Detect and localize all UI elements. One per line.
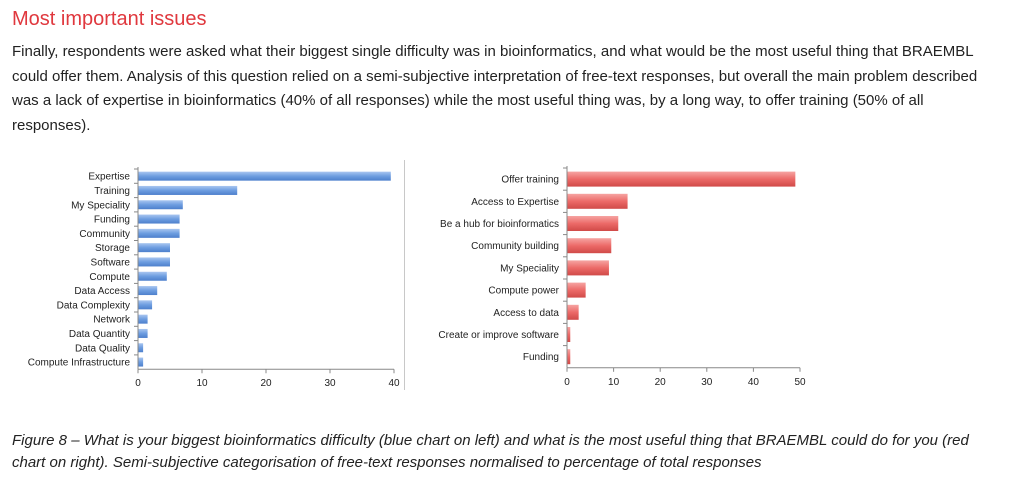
useful-category-label: Community building bbox=[471, 241, 559, 252]
difficulty-category-label: Data Quantity bbox=[69, 329, 130, 340]
difficulty-bar bbox=[138, 314, 148, 324]
difficulty-bar bbox=[138, 271, 167, 281]
useful-thing-chart-svg: Offer training Access to Expertise Be a hu… bbox=[438, 166, 806, 388]
difficulty-category-label: Expertise bbox=[88, 172, 130, 183]
difficulty-category-label: Compute bbox=[89, 272, 130, 283]
difficulty-bar bbox=[138, 343, 144, 353]
useful-category-label: Access to Expertise bbox=[471, 197, 559, 208]
useful-bar bbox=[567, 171, 796, 187]
difficulty-chart-svg: Expertise Training My Speciality Funding Com… bbox=[28, 167, 400, 389]
difficulty-bar bbox=[138, 257, 170, 267]
difficulty-category-label: Data Complexity bbox=[57, 300, 130, 311]
figure-caption: Figure 8 – What is your biggest bioinfor… bbox=[12, 432, 969, 471]
useful-bar bbox=[567, 193, 628, 209]
difficulty-category-label: Data Access bbox=[74, 286, 130, 297]
useful-bar bbox=[567, 282, 586, 298]
difficulty-category-label: Network bbox=[93, 315, 131, 326]
difficulty-category-label: My Speciality bbox=[71, 200, 130, 211]
useful-bar bbox=[567, 216, 619, 231]
useful-category-label: Funding bbox=[523, 352, 559, 363]
difficulty-x-tick-label: 10 bbox=[196, 378, 208, 389]
difficulty-bar bbox=[138, 200, 183, 210]
difficulty-x-tick-label: 40 bbox=[388, 378, 400, 389]
useful-x-tick-label: 40 bbox=[748, 377, 760, 388]
difficulty-bar bbox=[138, 357, 144, 367]
difficulty-bar bbox=[138, 286, 158, 296]
intro-paragraph: Finally, respondents were asked what the… bbox=[12, 43, 978, 134]
useful-x-tick-label: 10 bbox=[608, 377, 620, 388]
difficulty-bar bbox=[138, 185, 238, 195]
useful-x-tick-label: 30 bbox=[701, 377, 713, 388]
section-heading: Most important issues bbox=[12, 8, 207, 30]
difficulty-category-label: Community bbox=[79, 229, 130, 240]
useful-bar bbox=[567, 238, 612, 254]
difficulty-bar bbox=[138, 228, 180, 238]
difficulty-bar bbox=[138, 300, 153, 310]
useful-x-tick-label: 50 bbox=[794, 377, 806, 388]
difficulty-category-label: Compute Infrastructure bbox=[28, 358, 131, 369]
useful-category-label: My Speciality bbox=[500, 263, 559, 274]
difficulty-bar bbox=[138, 214, 180, 224]
useful-category-label: Access to data bbox=[493, 308, 559, 319]
useful-category-label: Offer training bbox=[501, 175, 559, 186]
difficulty-x-tick-label: 20 bbox=[260, 378, 272, 389]
difficulty-category-label: Funding bbox=[94, 215, 130, 226]
useful-thing-chart: Offer training Access to Expertise Be a hu… bbox=[405, 160, 825, 390]
useful-bar bbox=[567, 260, 609, 276]
difficulty-bar bbox=[138, 171, 391, 181]
useful-bar bbox=[567, 327, 571, 342]
useful-bar bbox=[567, 349, 571, 365]
difficulty-category-label: Data Quality bbox=[75, 343, 130, 354]
difficulty-chart: Expertise Training My Speciality Funding Com… bbox=[0, 160, 405, 390]
useful-category-label: Be a hub for bioinformatics bbox=[440, 219, 559, 230]
useful-x-tick-label: 0 bbox=[564, 377, 570, 388]
useful-category-label: Create or improve software bbox=[438, 330, 559, 341]
useful-x-tick-label: 20 bbox=[655, 377, 667, 388]
difficulty-x-tick-label: 30 bbox=[324, 378, 336, 389]
difficulty-bar bbox=[138, 328, 148, 338]
difficulty-bar bbox=[138, 243, 170, 253]
difficulty-category-label: Training bbox=[94, 186, 130, 197]
difficulty-category-label: Software bbox=[91, 257, 131, 268]
useful-bar bbox=[567, 304, 579, 320]
difficulty-category-label: Storage bbox=[95, 243, 130, 254]
useful-category-label: Compute power bbox=[488, 286, 559, 297]
difficulty-x-tick-label: 0 bbox=[135, 378, 141, 389]
